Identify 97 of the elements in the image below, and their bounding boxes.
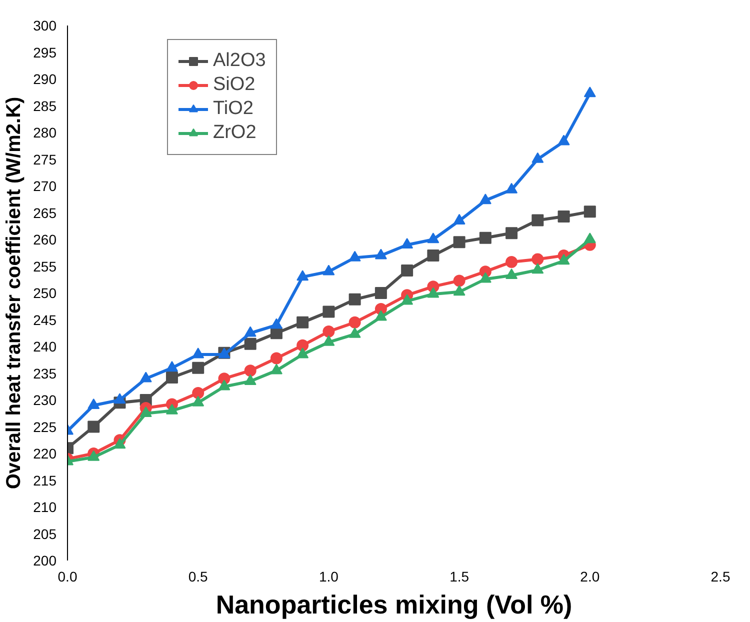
point [374,310,387,321]
x-tick-label: 2.5 [710,568,730,584]
point [244,326,256,337]
point [322,264,335,276]
point [322,326,335,338]
point [453,236,466,248]
y-tick-label: 295 [33,44,57,60]
y-tick-label: 285 [33,98,57,114]
y-tick-label: 275 [33,151,57,168]
point [532,253,544,266]
point [374,287,387,299]
point [453,214,466,224]
point [322,306,335,318]
point [401,238,414,249]
y-tick-label: 250 [33,285,57,301]
point [244,338,256,350]
y-tick-label: 210 [33,499,57,515]
y-tick-label: 255 [33,258,57,274]
point [88,420,100,433]
point [88,398,100,410]
y-tick-label: 200 [33,552,57,568]
y-tick-label: 270 [33,178,57,194]
point [296,270,309,281]
point [374,248,387,260]
point [427,232,440,244]
point [270,352,282,364]
point [558,210,570,222]
point [218,380,230,390]
point [479,194,492,204]
point [244,374,256,385]
x-tick-label: 1.5 [450,568,470,584]
y-tick-label: 235 [33,365,57,382]
point [166,372,178,384]
point [348,293,361,306]
point [296,348,309,358]
point [532,152,544,163]
x-tick-label: 0.5 [188,568,208,584]
y-tick-label: 225 [33,418,57,435]
point [244,364,256,377]
point [401,264,414,277]
point [322,335,335,346]
point [506,227,518,240]
y-axis-title: Overall heat transfer coefficient (W/m2.K) [3,96,26,490]
point [532,263,544,274]
y-tick-label: 265 [33,204,57,221]
x-tick-label: 2.0 [580,568,600,584]
legend-label: SiO2 [213,74,256,96]
point [140,406,152,418]
legend-label: ZrO2 [213,122,256,144]
point [558,254,570,265]
point [558,134,570,146]
point [192,348,204,358]
point [584,206,596,218]
point [296,339,309,352]
point [479,232,492,244]
point [584,86,596,98]
y-tick-label: 300 [33,18,57,34]
point [427,250,440,262]
y-tick-label: 290 [33,71,57,87]
point [584,232,596,244]
point [166,404,178,414]
legend-label: Al2O3 [213,50,266,72]
point [114,438,126,449]
y-tick-label: 240 [33,338,57,354]
point [270,364,282,374]
point [192,387,204,400]
point [348,250,361,262]
point [166,361,178,372]
point [453,285,466,296]
point [348,316,361,328]
y-tick-label: 205 [33,526,57,542]
point [401,294,414,305]
y-tick-label: 245 [33,312,57,328]
legend-label: TiO2 [213,98,254,120]
point [479,272,492,283]
point [192,396,204,406]
point [532,214,544,226]
point [506,268,518,280]
point [506,256,518,268]
point [427,287,440,298]
y-tick-label: 220 [33,446,57,462]
y-tick-label: 280 [33,124,57,140]
point [114,393,126,404]
point [270,318,282,329]
point [192,362,204,374]
x-tick-label: 0.0 [58,568,78,584]
point [348,327,361,338]
point [296,316,309,328]
x-tick-label: 1.0 [318,568,339,584]
point [88,450,100,461]
y-tick-label: 230 [33,392,57,408]
point [506,182,518,194]
point [453,274,466,287]
x-axis-title: Nanoparticles mixing (Vol %) [216,590,572,620]
y-tick-label: 260 [33,232,57,248]
y-tick-label: 215 [33,472,57,488]
point [140,372,152,382]
